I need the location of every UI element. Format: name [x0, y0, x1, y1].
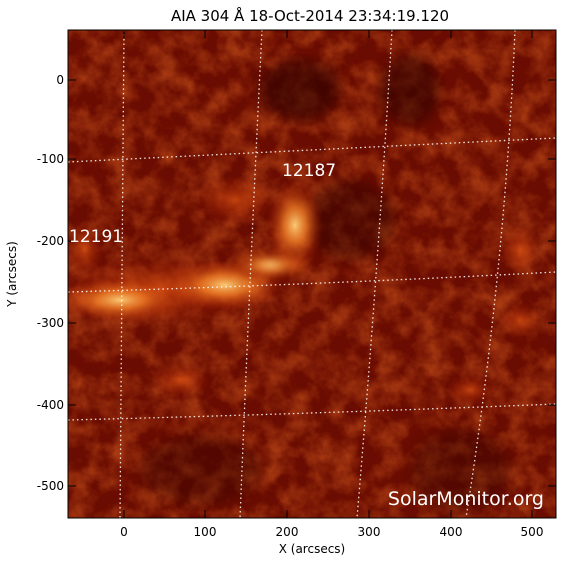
y-axis-label: Y (arcsecs): [5, 241, 19, 308]
y-tick-label: -100: [37, 152, 64, 166]
x-tick-label: 500: [521, 525, 544, 539]
y-tick-label: -200: [37, 234, 64, 248]
x-tick-label: 100: [194, 525, 217, 539]
y-tick-label: -300: [37, 316, 64, 330]
y-tick-label: -500: [37, 479, 64, 493]
y-tick-label: 0: [56, 73, 64, 87]
solarmonitor-watermark: SolarMonitor.org: [388, 488, 544, 510]
x-tick-label: 400: [440, 525, 463, 539]
x-tick-label: 200: [276, 525, 299, 539]
region-label-12191: 12191: [69, 227, 123, 247]
x-tick-label: 300: [358, 525, 381, 539]
image-title: AIA 304 Å 18-Oct-2014 23:34:19.120: [171, 6, 449, 25]
solar-image: [68, 30, 556, 518]
plot-frame: [67, 29, 557, 519]
axis-ticks: [68, 30, 556, 518]
x-axis-label: X (arcsecs): [279, 542, 346, 556]
y-tick-label: -400: [37, 398, 64, 412]
coordinate-grid: [68, 30, 556, 518]
x-tick-label: 0: [120, 525, 128, 539]
region-label-12187: 12187: [282, 161, 336, 181]
